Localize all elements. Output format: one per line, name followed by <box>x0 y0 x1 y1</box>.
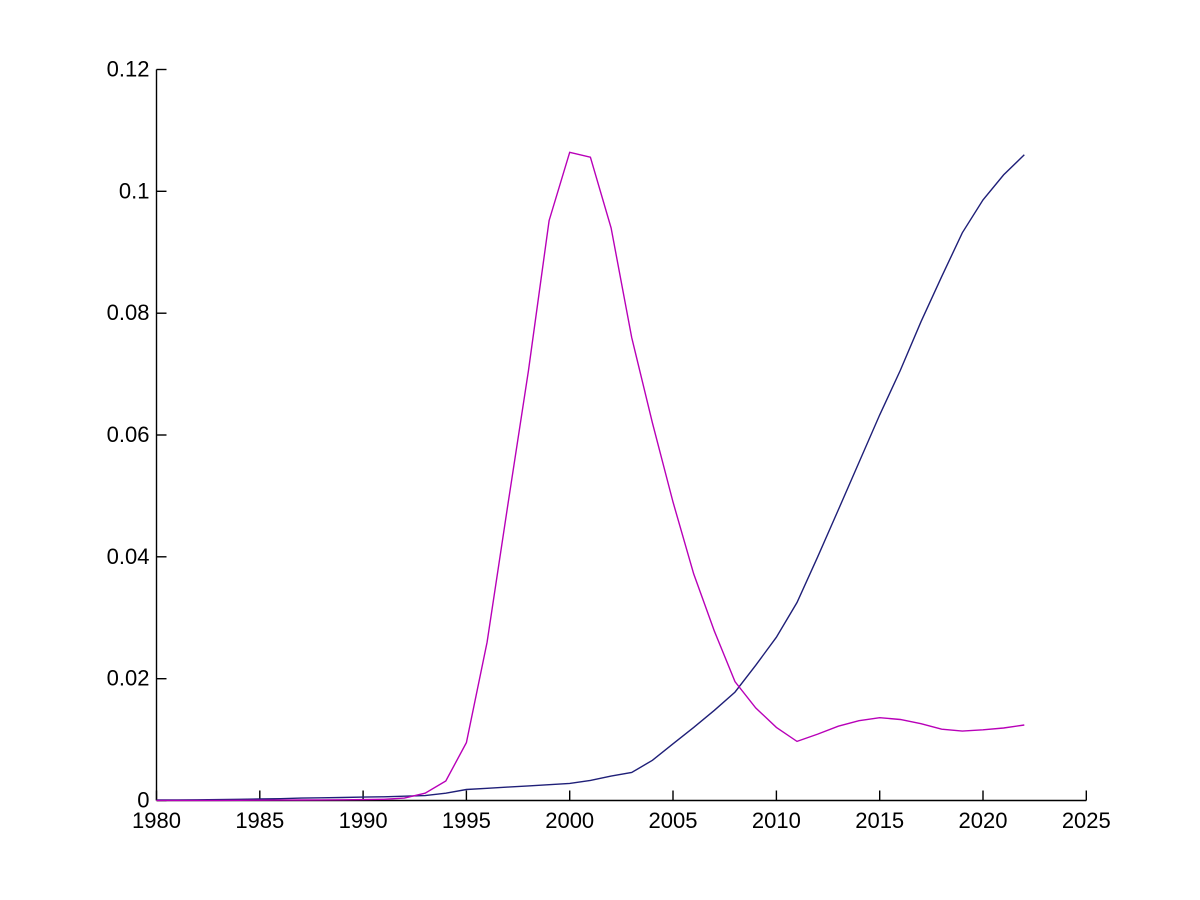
svg-text:0.1: 0.1 <box>119 178 150 203</box>
svg-text:1980: 1980 <box>132 808 181 833</box>
svg-text:0: 0 <box>137 788 149 813</box>
svg-text:2015: 2015 <box>855 808 904 833</box>
svg-text:0.04: 0.04 <box>107 544 150 569</box>
svg-text:2020: 2020 <box>959 808 1008 833</box>
svg-text:0.08: 0.08 <box>107 300 150 325</box>
svg-text:2025: 2025 <box>1062 808 1111 833</box>
svg-text:0.06: 0.06 <box>107 422 150 447</box>
svg-text:2005: 2005 <box>649 808 698 833</box>
svg-text:1990: 1990 <box>339 808 388 833</box>
svg-text:0.12: 0.12 <box>107 57 150 82</box>
svg-text:2010: 2010 <box>752 808 801 833</box>
svg-text:2000: 2000 <box>545 808 594 833</box>
svg-text:0.02: 0.02 <box>107 666 150 691</box>
svg-text:1985: 1985 <box>235 808 284 833</box>
svg-text:1995: 1995 <box>442 808 491 833</box>
